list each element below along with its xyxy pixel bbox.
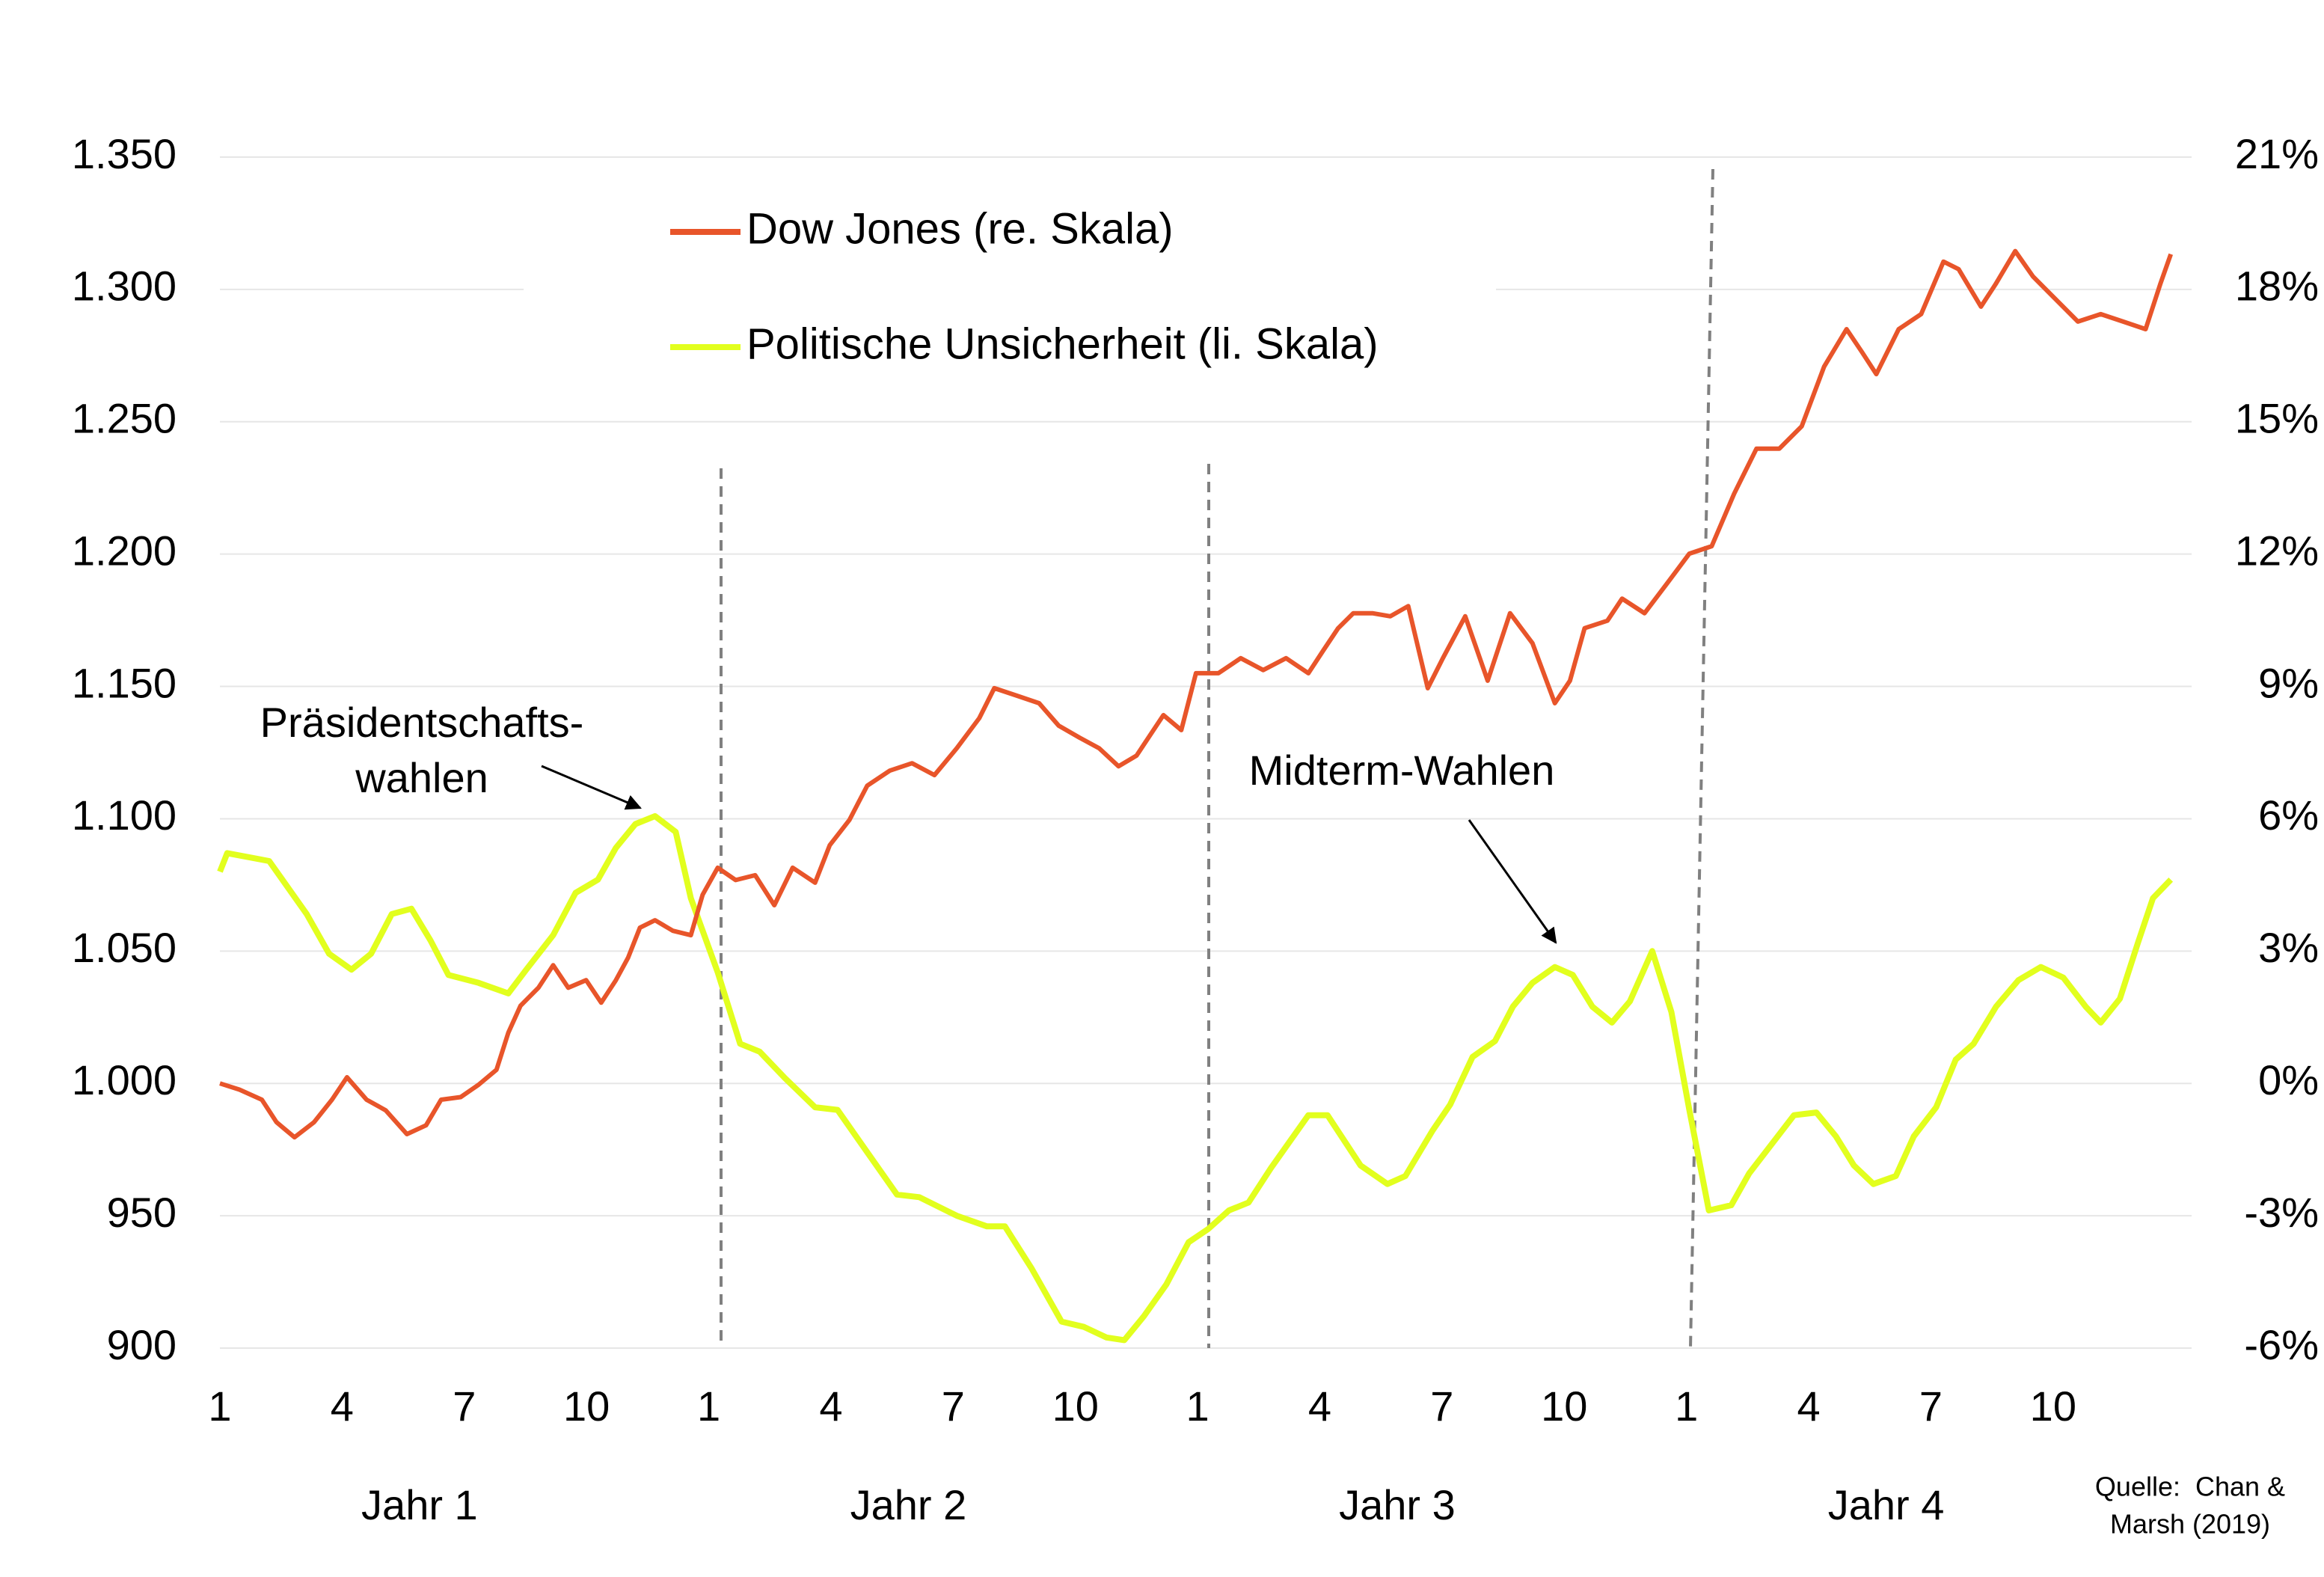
annotations: Präsidentschafts- wahlen Midterm-Wahlen …: [260, 699, 2285, 1540]
series-line: [217, 812, 2174, 1344]
arrow: [1468, 819, 1557, 944]
source: Marsh (2019): [2110, 1509, 2270, 1540]
x-tick-label: 4: [331, 1382, 354, 1430]
legend: Dow Jones (re. Skala) Politische Unsicher…: [670, 204, 1379, 368]
x-group-label: Jahr 1: [361, 1481, 478, 1528]
y2-tick-label: 18%: [2235, 263, 2319, 310]
x-tick-label: 1: [208, 1382, 231, 1430]
y2-tick-label: -6%: [2244, 1321, 2319, 1368]
legend-label: Dow Jones (re. Skala): [746, 204, 1174, 253]
x-tick-label: 4: [1797, 1382, 1820, 1430]
arrow: [541, 765, 642, 810]
annotation: wahlen: [355, 754, 488, 801]
y-tick-label: 950: [107, 1189, 177, 1236]
y-tick-label: 1.100: [72, 791, 177, 839]
series-line: [219, 248, 2174, 1140]
x-group-label: Jahr 2: [850, 1481, 967, 1528]
y-tick-label: 1.150: [72, 659, 177, 706]
x-tick-label: 4: [1308, 1382, 1331, 1430]
x-tick-label: 10: [1541, 1382, 1587, 1430]
y-tick-label: 1.250: [72, 395, 177, 442]
y-tick-label: 1.300: [72, 263, 177, 310]
lines: [217, 248, 2174, 1344]
annotation: Präsidentschafts-: [260, 699, 584, 746]
y2-tick-label: 0%: [2258, 1056, 2319, 1103]
x-tick-label: 10: [563, 1382, 610, 1430]
x-tick-label: 7: [942, 1382, 965, 1430]
x-group-label: Jahr 4: [1828, 1481, 1945, 1528]
x-tick-label: 10: [2030, 1382, 2076, 1430]
x-tick-label: 10: [1052, 1382, 1099, 1430]
x-tick-label: 4: [819, 1382, 842, 1430]
annotation: Midterm-Wahlen: [1249, 747, 1555, 794]
y2-tick-label: 3%: [2258, 924, 2319, 971]
y-tick-label: 1.200: [72, 527, 177, 574]
x-tick-label: 7: [453, 1382, 476, 1430]
y2-tick-label: 9%: [2258, 659, 2319, 706]
y-tick-label: 1.350: [72, 130, 177, 177]
x-tick-label: 1: [697, 1382, 720, 1430]
legend-label: Politische Unsicherheit (li. Skala): [746, 319, 1379, 368]
source: Quelle: Chan &: [2095, 1472, 2285, 1502]
y2-tick-label: 12%: [2235, 527, 2319, 574]
legend-background: [524, 187, 1496, 396]
x-tick-label: 7: [1430, 1382, 1453, 1430]
y-tick-label: 900: [107, 1321, 177, 1368]
y2-tick-label: 6%: [2258, 791, 2319, 839]
y2-tick-label: 15%: [2235, 395, 2319, 442]
x-tick-label: 1: [1675, 1382, 1698, 1430]
y2-tick-label: -3%: [2244, 1189, 2319, 1236]
y-tick-label: 1.050: [72, 924, 177, 971]
year-dividers: [720, 168, 1714, 1349]
y-tick-label: 1.000: [72, 1056, 177, 1103]
x-tick-label: 1: [1186, 1382, 1209, 1430]
x-group-label: Jahr 3: [1339, 1481, 1456, 1528]
y2-tick-label: 21%: [2235, 130, 2319, 177]
x-tick-label: 7: [1919, 1382, 1943, 1430]
